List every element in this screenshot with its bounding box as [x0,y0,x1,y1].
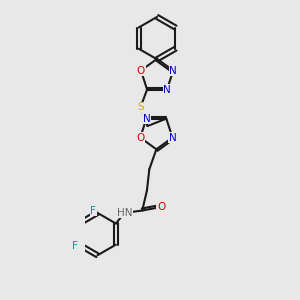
Text: O: O [137,66,145,76]
Text: S: S [137,102,144,112]
Text: O: O [136,133,144,142]
Text: N: N [163,85,171,94]
Text: F: F [72,241,78,251]
Text: N: N [169,66,177,76]
Text: HN: HN [117,208,132,218]
Text: F: F [90,206,96,215]
Text: N: N [169,133,176,142]
Text: N: N [142,114,150,124]
Text: O: O [157,202,165,212]
